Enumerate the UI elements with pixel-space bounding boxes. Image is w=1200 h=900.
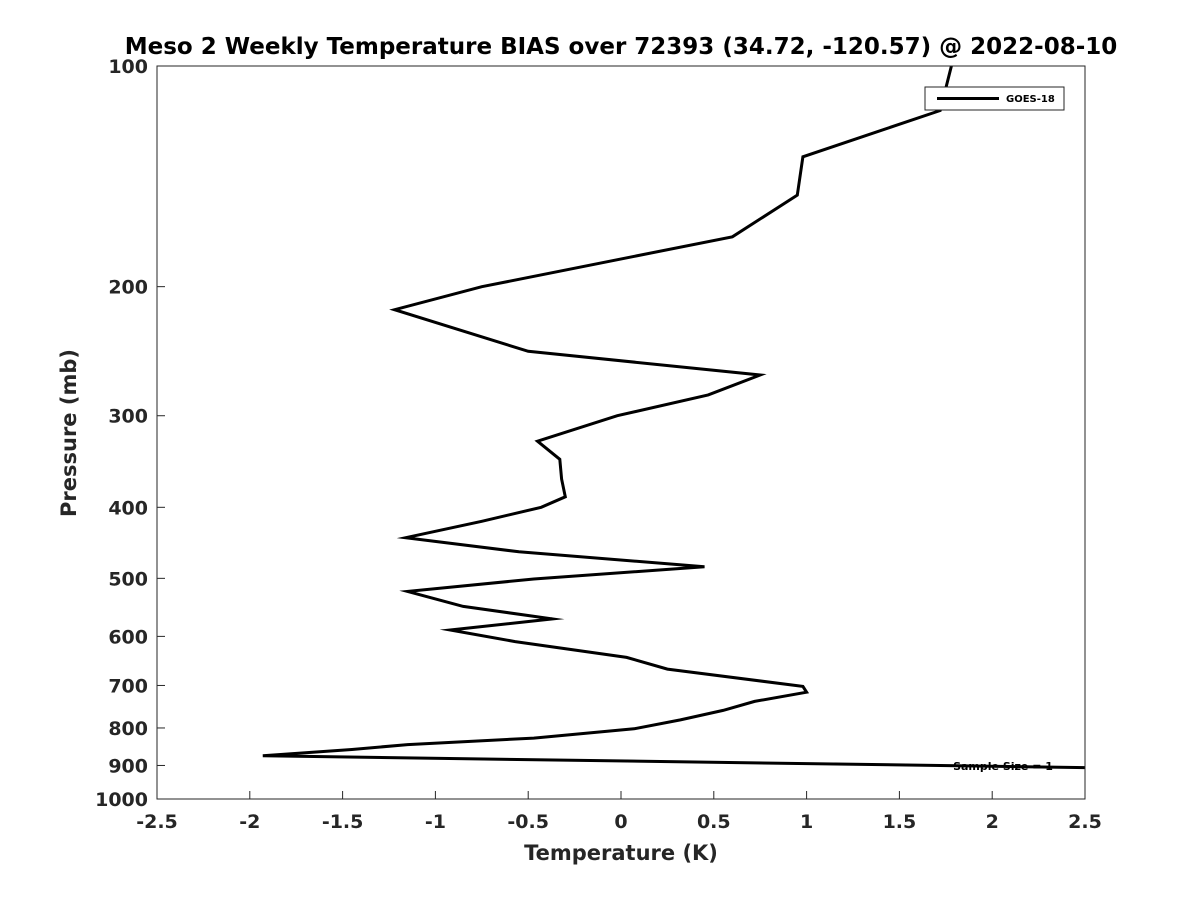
y-tick-label: 700: [108, 675, 148, 697]
sample-size-annotation: Sample Size = 1: [953, 760, 1053, 773]
x-tick-label: 2: [986, 811, 999, 833]
x-tick-label: -2: [239, 811, 260, 833]
x-tick-label: 0.5: [697, 811, 731, 833]
x-tick-label: -2.5: [136, 811, 178, 833]
y-tick-label: 400: [108, 497, 148, 519]
x-axis-label: Temperature (K): [524, 841, 718, 865]
y-tick-label: 500: [108, 568, 148, 590]
legend: GOES-18: [924, 86, 1065, 111]
y-axis-label: Pressure (mb): [57, 349, 81, 517]
x-tick-label: 2.5: [1068, 811, 1102, 833]
legend-label-goes-18: GOES-18: [1006, 94, 1055, 105]
x-tick-label: 1: [800, 811, 813, 833]
x-axis: -2.5 -2 -1.5 -1 -0.5 0 0.5 1 1.5 2 2.5: [136, 791, 1102, 833]
y-tick-label: 300: [108, 406, 148, 428]
x-tick-label: -0.5: [507, 811, 549, 833]
y-tick-label: 100: [108, 56, 148, 78]
y-tick-label: 800: [108, 718, 148, 740]
x-tick-label: 0: [614, 811, 627, 833]
x-tick-label: 1.5: [883, 811, 917, 833]
y-tick-label: 600: [108, 626, 148, 648]
series-line-goes-18: [262, 65, 1086, 770]
x-tick-label: -1: [425, 811, 446, 833]
y-tick-label: 200: [108, 277, 148, 299]
y-tick-label: 900: [108, 755, 148, 777]
y-tick-label: 1000: [95, 789, 148, 811]
chart-title: Meso 2 Weekly Temperature BIAS over 7239…: [125, 34, 1118, 60]
plot-lines: [262, 65, 1086, 770]
x-tick-label: -1.5: [322, 811, 364, 833]
y-axis: 100 200 300 400 500 600 700 800 900 1000: [95, 56, 165, 811]
plot-area-frame: [156, 65, 1086, 800]
